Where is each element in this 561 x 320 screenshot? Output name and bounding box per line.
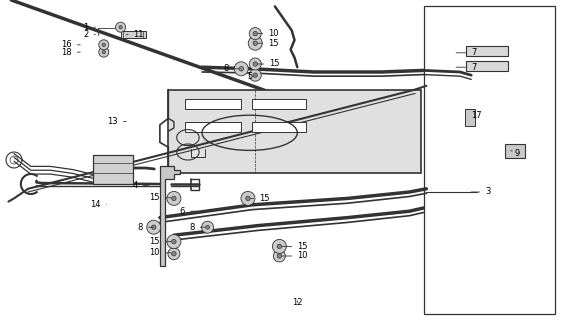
Text: 7: 7 (456, 63, 477, 72)
Circle shape (116, 22, 126, 32)
Bar (121, 31, 146, 38)
Circle shape (102, 43, 105, 46)
Circle shape (119, 26, 122, 29)
Text: 12: 12 (292, 298, 302, 307)
Circle shape (249, 28, 261, 40)
Circle shape (273, 239, 286, 253)
Bar (424, 6, 555, 314)
Text: 1: 1 (84, 23, 95, 32)
Circle shape (253, 73, 257, 77)
Text: 14: 14 (90, 200, 107, 209)
Text: 8: 8 (137, 223, 153, 232)
Bar (185, 122, 241, 132)
Circle shape (241, 191, 255, 205)
Text: 2: 2 (84, 30, 95, 39)
Bar (465, 109, 475, 126)
Text: 7: 7 (456, 48, 477, 57)
Circle shape (253, 41, 257, 45)
Circle shape (249, 36, 262, 50)
Text: 13: 13 (107, 117, 126, 126)
Text: 10: 10 (282, 252, 308, 260)
Bar (466, 61, 508, 71)
Circle shape (99, 47, 109, 57)
Text: 16: 16 (61, 40, 80, 49)
Text: 15: 15 (149, 237, 171, 246)
Circle shape (273, 250, 286, 262)
Bar (466, 46, 508, 56)
Bar (93, 155, 133, 184)
Circle shape (246, 196, 250, 201)
Bar (168, 90, 421, 173)
Text: 3: 3 (471, 188, 491, 196)
Text: 15: 15 (258, 60, 280, 68)
Circle shape (277, 244, 282, 249)
Text: 11: 11 (126, 30, 144, 39)
Circle shape (168, 248, 180, 260)
Circle shape (249, 58, 261, 70)
Bar (505, 144, 525, 158)
Bar (252, 122, 306, 132)
Circle shape (253, 62, 257, 66)
Circle shape (239, 67, 243, 71)
Polygon shape (160, 166, 180, 266)
Circle shape (172, 196, 176, 201)
Circle shape (277, 254, 282, 258)
Circle shape (201, 221, 214, 233)
Circle shape (172, 252, 176, 256)
Circle shape (249, 69, 261, 81)
Text: 15: 15 (149, 193, 171, 202)
Text: 9: 9 (511, 149, 520, 158)
Text: 15: 15 (251, 194, 270, 203)
Circle shape (167, 235, 181, 249)
Text: 15: 15 (258, 39, 279, 48)
Circle shape (151, 225, 156, 229)
Text: 6: 6 (180, 207, 196, 216)
Circle shape (102, 51, 105, 54)
Text: 10: 10 (258, 29, 279, 38)
Circle shape (234, 62, 248, 76)
Text: 18: 18 (61, 48, 80, 57)
Circle shape (147, 220, 160, 234)
Circle shape (172, 239, 176, 244)
Text: 10: 10 (149, 248, 171, 257)
Circle shape (167, 191, 181, 205)
Bar (185, 99, 241, 109)
Circle shape (99, 40, 109, 50)
Text: 8: 8 (189, 223, 205, 232)
Circle shape (253, 31, 257, 36)
Text: 17: 17 (466, 111, 482, 120)
Circle shape (206, 225, 209, 229)
Text: 15: 15 (282, 242, 308, 251)
Text: 5: 5 (247, 72, 255, 81)
Text: 4: 4 (132, 181, 149, 190)
Bar (252, 99, 306, 109)
Text: 8: 8 (223, 64, 238, 73)
